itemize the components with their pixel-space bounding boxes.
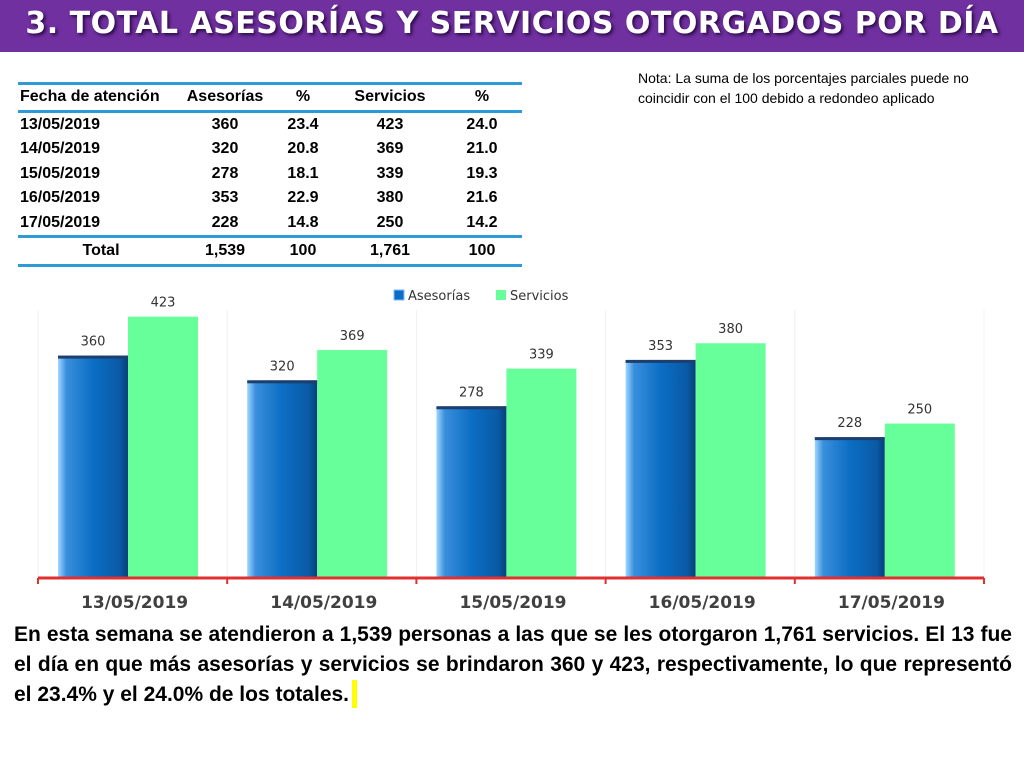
cell-date: 17/05/2019	[20, 213, 101, 231]
bar-top-edge	[436, 406, 507, 410]
value-label-servicios: 423	[151, 296, 176, 311]
cell-pct-servicios: 14.2	[466, 213, 498, 231]
header-asesorias: Asesorías	[186, 88, 264, 106]
table-row: 13/05/2019 360 23.4 423 24.0	[18, 111, 522, 137]
legend-label-servicios: Servicios	[510, 289, 569, 304]
cell-pct-asesorias: 14.8	[287, 213, 319, 231]
cell-date: 15/05/2019	[20, 164, 101, 182]
cell-pct-asesorias: 18.1	[287, 164, 319, 182]
page-title: 3. TOTAL ASESORÍAS Y SERVICIOS OTORGADOS…	[25, 6, 999, 41]
bars-group	[58, 316, 955, 578]
legend-swatch-servicios	[496, 290, 506, 300]
bar-asesorias	[625, 359, 696, 578]
cell-asesorias: 360	[211, 115, 239, 133]
bar-servicios	[506, 368, 577, 578]
cell-servicios: 380	[376, 189, 404, 207]
value-label-asesorias: 320	[270, 359, 295, 374]
value-label-servicios: 339	[529, 348, 554, 363]
bar-asesorias	[58, 355, 128, 578]
x-tick-label: 13/05/2019	[81, 593, 188, 613]
cell-pct-servicios: 19.3	[466, 164, 498, 182]
x-tick-label: 17/05/2019	[838, 593, 945, 613]
cell-asesorias: 320	[211, 140, 239, 158]
table-row: 16/05/2019 353 22.9 380 21.6	[18, 186, 522, 211]
cell-date: 14/05/2019	[20, 140, 101, 158]
cell-asesorias: 278	[211, 164, 239, 182]
header-fecha: Fecha de atención	[20, 88, 160, 106]
cell-servicios: 250	[376, 213, 404, 231]
vertical-gridlines	[37, 310, 985, 578]
cell-pct-asesorias: 22.9	[287, 189, 319, 207]
bar-servicios	[695, 343, 766, 578]
cell-servicios: 369	[376, 140, 404, 158]
table-total-row: Total 1,539 100 1,761 100	[18, 236, 522, 266]
value-label-asesorias: 353	[648, 339, 673, 354]
header-servicios: Servicios	[354, 88, 426, 106]
value-labels-group: 360 423 320 369 278 339 353 380 228 250	[81, 296, 933, 431]
bar-asesorias	[436, 406, 507, 578]
table-row: 14/05/2019 320 20.8 369 21.0	[18, 137, 522, 162]
x-axis	[37, 576, 985, 584]
total-asesorias: 1,539	[204, 242, 246, 259]
total-pct-asesorias: 100	[289, 242, 317, 259]
value-label-asesorias: 360	[81, 335, 106, 350]
value-label-servicios: 369	[340, 329, 365, 344]
bar-servicios	[128, 316, 198, 578]
total-servicios: 1,761	[369, 242, 411, 259]
header-pct-servicios: %	[474, 88, 490, 106]
bar-servicios	[884, 423, 955, 578]
x-tick-label: 15/05/2019	[459, 593, 566, 613]
bar-chart: 360 423 320 369 278 339 353 380 228 250 13/05/201…	[37, 289, 985, 613]
table-header-row: Fecha de atención Asesorías % Servicios …	[18, 83, 522, 111]
bar-top-edge	[247, 380, 318, 384]
total-label: Total	[82, 242, 120, 259]
legend-label-asesorias: Asesorías	[408, 289, 470, 304]
value-label-asesorias: 278	[459, 385, 484, 400]
bar-top-edge	[58, 355, 128, 359]
cell-servicios: 339	[376, 164, 404, 182]
cell-servicios: 423	[376, 115, 404, 133]
cell-pct-servicios: 21.0	[466, 140, 498, 158]
cell-asesorias: 228	[211, 213, 239, 231]
x-tick-labels-group: 13/05/2019 14/05/2019 15/05/2019 16/05/2019…	[81, 593, 945, 613]
bar-servicios	[317, 350, 388, 578]
cell-pct-asesorias: 20.8	[287, 140, 319, 158]
summary-paragraph: En esta semana se atendieron a 1,539 per…	[14, 620, 1012, 710]
chart-legend: Asesorías Servicios	[393, 289, 569, 304]
cell-pct-servicios: 24.0	[466, 115, 498, 133]
value-label-servicios: 380	[718, 322, 743, 337]
cell-date: 13/05/2019	[20, 115, 101, 133]
x-tick-label: 14/05/2019	[270, 593, 377, 613]
header-pct-asesorias: %	[295, 88, 311, 106]
bar-top-edge	[625, 359, 696, 363]
rounding-note: Nota: La suma de los porcentajes parcial…	[638, 70, 969, 106]
bar-asesorias	[814, 437, 885, 578]
total-pct-servicios: 100	[468, 242, 496, 259]
value-label-asesorias: 228	[837, 416, 862, 431]
data-table: Fecha de atención Asesorías % Servicios …	[18, 82, 522, 267]
table-row: 15/05/2019 278 18.1 339 19.3	[18, 162, 522, 187]
summary-text: En esta semana se atendieron a 1,539 per…	[14, 623, 1012, 706]
cell-date: 16/05/2019	[20, 189, 101, 207]
bar-asesorias	[247, 380, 318, 578]
value-label-servicios: 250	[907, 403, 932, 418]
legend-swatch-asesorias	[393, 289, 405, 301]
bar-top-edge	[814, 437, 885, 441]
cell-pct-asesorias: 23.4	[287, 115, 319, 133]
x-tick-label: 16/05/2019	[649, 593, 756, 613]
cell-asesorias: 353	[211, 189, 239, 207]
text-highlight-marker	[352, 680, 358, 708]
table-row: 17/05/2019 228 14.8 250 14.2	[18, 211, 522, 237]
cell-pct-servicios: 21.6	[466, 189, 498, 207]
title-bar: 3. TOTAL ASESORÍAS Y SERVICIOS OTORGADOS…	[0, 0, 1024, 52]
